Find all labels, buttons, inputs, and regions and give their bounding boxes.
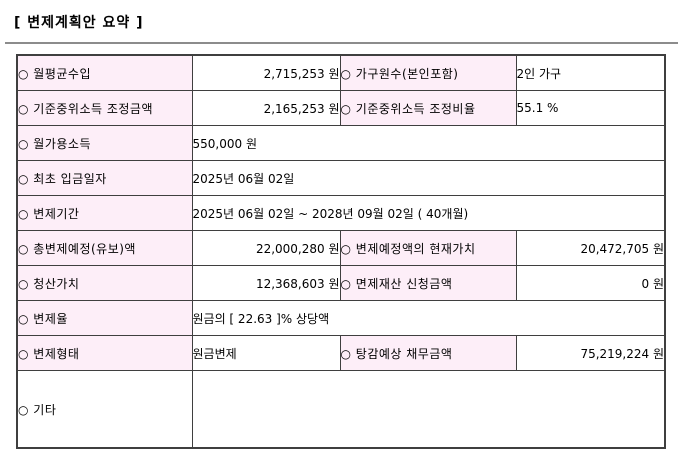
table-row-repayment-period: ○ 변제기간 2025년 06월 02일 ~ 2028년 09월 02일 ( 4… [16,195,666,231]
row-label: ○ 월가용소득 [16,125,193,161]
row-label: ○ 최초 입금일자 [16,160,193,196]
row-value: 2,165,253 원 [191,90,341,126]
row-value: 2,715,253 원 [191,54,341,91]
row-value: 550,000 원 [191,125,666,161]
row-label: ○ 탕감예상 채무금액 [339,335,517,371]
repayment-summary-table: ○ 월평균수입 2,715,253 원 ○ 가구원수(본인포함) 2인 가구 ○… [16,54,666,449]
row-label: ○ 가구원수(본인포함) [339,54,517,91]
row-label: ○ 변제예정액의 현재가치 [339,230,517,266]
table-row-monthly-disposable-income: ○ 월가용소득 550,000 원 [16,125,666,161]
row-value: 2인 가구 [515,54,666,91]
row-label: ○ 기준중위소득 조정비율 [339,90,517,126]
table-row-liquidation-value: ○ 청산가치 12,368,603 원 ○ 면제재산 신청금액 0 원 [16,265,666,301]
table-row-repayment-rate: ○ 변제율 원금의 [ 22.63 ]% 상당액 [16,300,666,336]
row-label: ○ 변제율 [16,300,193,336]
row-label: ○ 청산가치 [16,265,193,301]
table-row-etc: ○ 기타 [16,370,666,449]
row-label: ○ 면제재산 신청금액 [339,265,517,301]
row-value: 75,219,224 원 [515,335,666,371]
row-label: ○ 기준중위소득 조정금액 [16,90,193,126]
row-label: ○ 총변제예정(유보)액 [16,230,193,266]
row-value: 22,000,280 원 [191,230,341,266]
row-label: ○ 변제형태 [16,335,193,371]
row-value: 2025년 06월 02일 [191,160,666,196]
page-title: [ 변제계획안 요약 ] [14,15,144,31]
row-value: 20,472,705 원 [515,230,666,266]
row-value: 55.1 % [515,90,666,126]
row-label: ○ 월평균수입 [16,54,193,91]
page: [ 변제계획안 요약 ] ○ 월평균수입 2,715,253 원 ○ 가구원수(… [5,15,678,449]
row-label: ○ 기타 [16,370,193,449]
table-row-total-expected-repayment: ○ 총변제예정(유보)액 22,000,280 원 ○ 변제예정액의 현재가치 … [16,230,666,266]
table-row-repayment-type: ○ 변제형태 원금변제 ○ 탕감예상 채무금액 75,219,224 원 [16,335,666,371]
row-value [191,370,666,449]
table-row-median-income-adjusted: ○ 기준중위소득 조정금액 2,165,253 원 ○ 기준중위소득 조정비율 … [16,90,666,126]
title-divider [5,42,678,44]
row-value: 0 원 [515,265,666,301]
table-row-monthly-income: ○ 월평균수입 2,715,253 원 ○ 가구원수(본인포함) 2인 가구 [16,54,666,91]
table-row-first-deposit-date: ○ 최초 입금일자 2025년 06월 02일 [16,160,666,196]
row-value: 원금의 [ 22.63 ]% 상당액 [191,300,666,336]
row-value: 2025년 06월 02일 ~ 2028년 09월 02일 ( 40개월) [191,195,666,231]
row-value: 원금변제 [191,335,341,371]
row-label: ○ 변제기간 [16,195,193,231]
row-value: 12,368,603 원 [191,265,341,301]
